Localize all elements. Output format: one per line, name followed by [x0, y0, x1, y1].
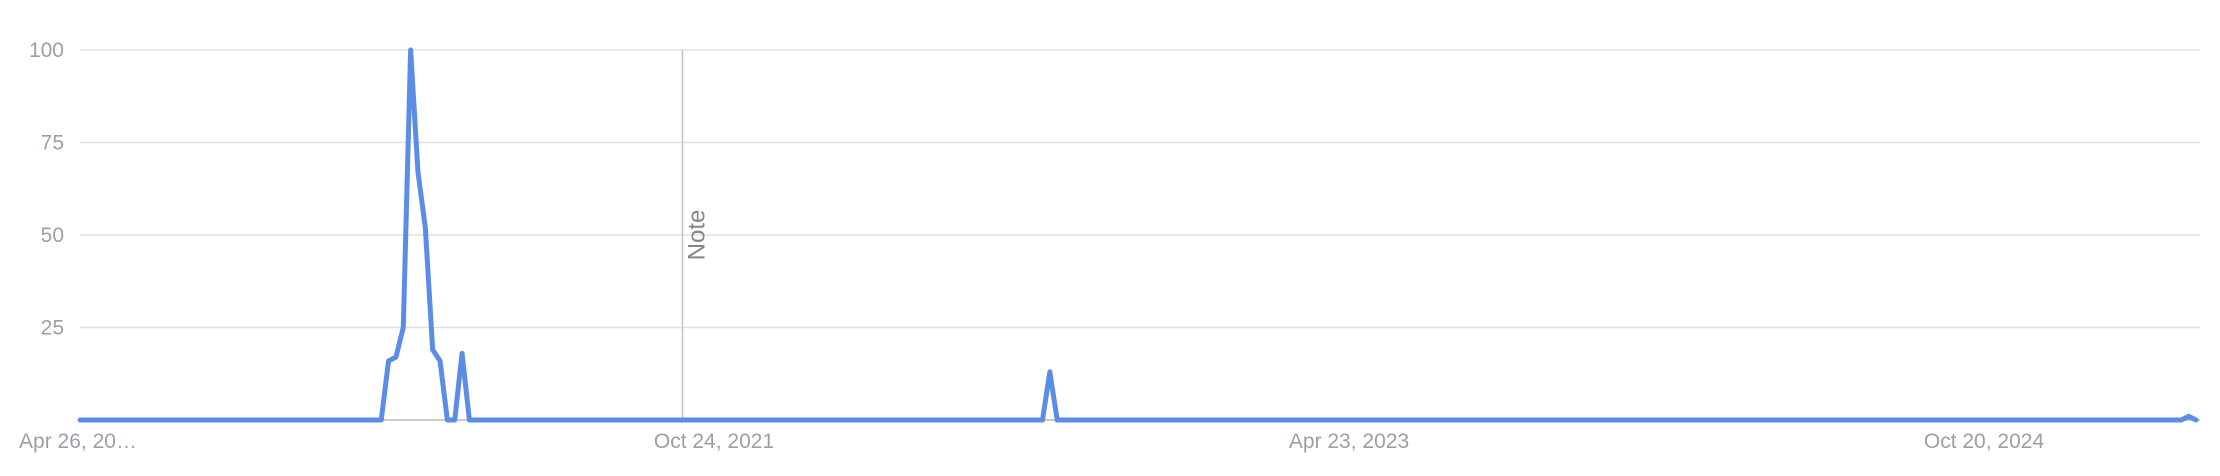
y-tick-label: 50 — [41, 224, 64, 247]
x-axis-tick-labels: Apr 26, 20… Oct 24, 2021 Apr 23, 2023 Oct 2… — [19, 430, 2044, 453]
plot-area — [77, 47, 2199, 423]
x-tick-label: Oct 24, 2021 — [654, 430, 774, 453]
y-axis-tick-labels: 100 75 50 25 — [29, 39, 64, 340]
note-label[interactable]: Note — [683, 210, 710, 261]
y-tick-label: 100 — [29, 39, 64, 62]
x-tick-label: Apr 26, 20… — [19, 430, 137, 453]
series-line[interactable] — [77, 47, 2199, 423]
gridlines — [80, 49, 2200, 421]
x-tick-label: Oct 20, 2024 — [1924, 430, 2045, 453]
y-tick-label: 75 — [41, 132, 64, 155]
note-annotation[interactable]: Note — [681, 50, 710, 420]
y-tick-label: 25 — [41, 317, 64, 340]
x-tick-label: Apr 23, 2023 — [1289, 430, 1409, 453]
